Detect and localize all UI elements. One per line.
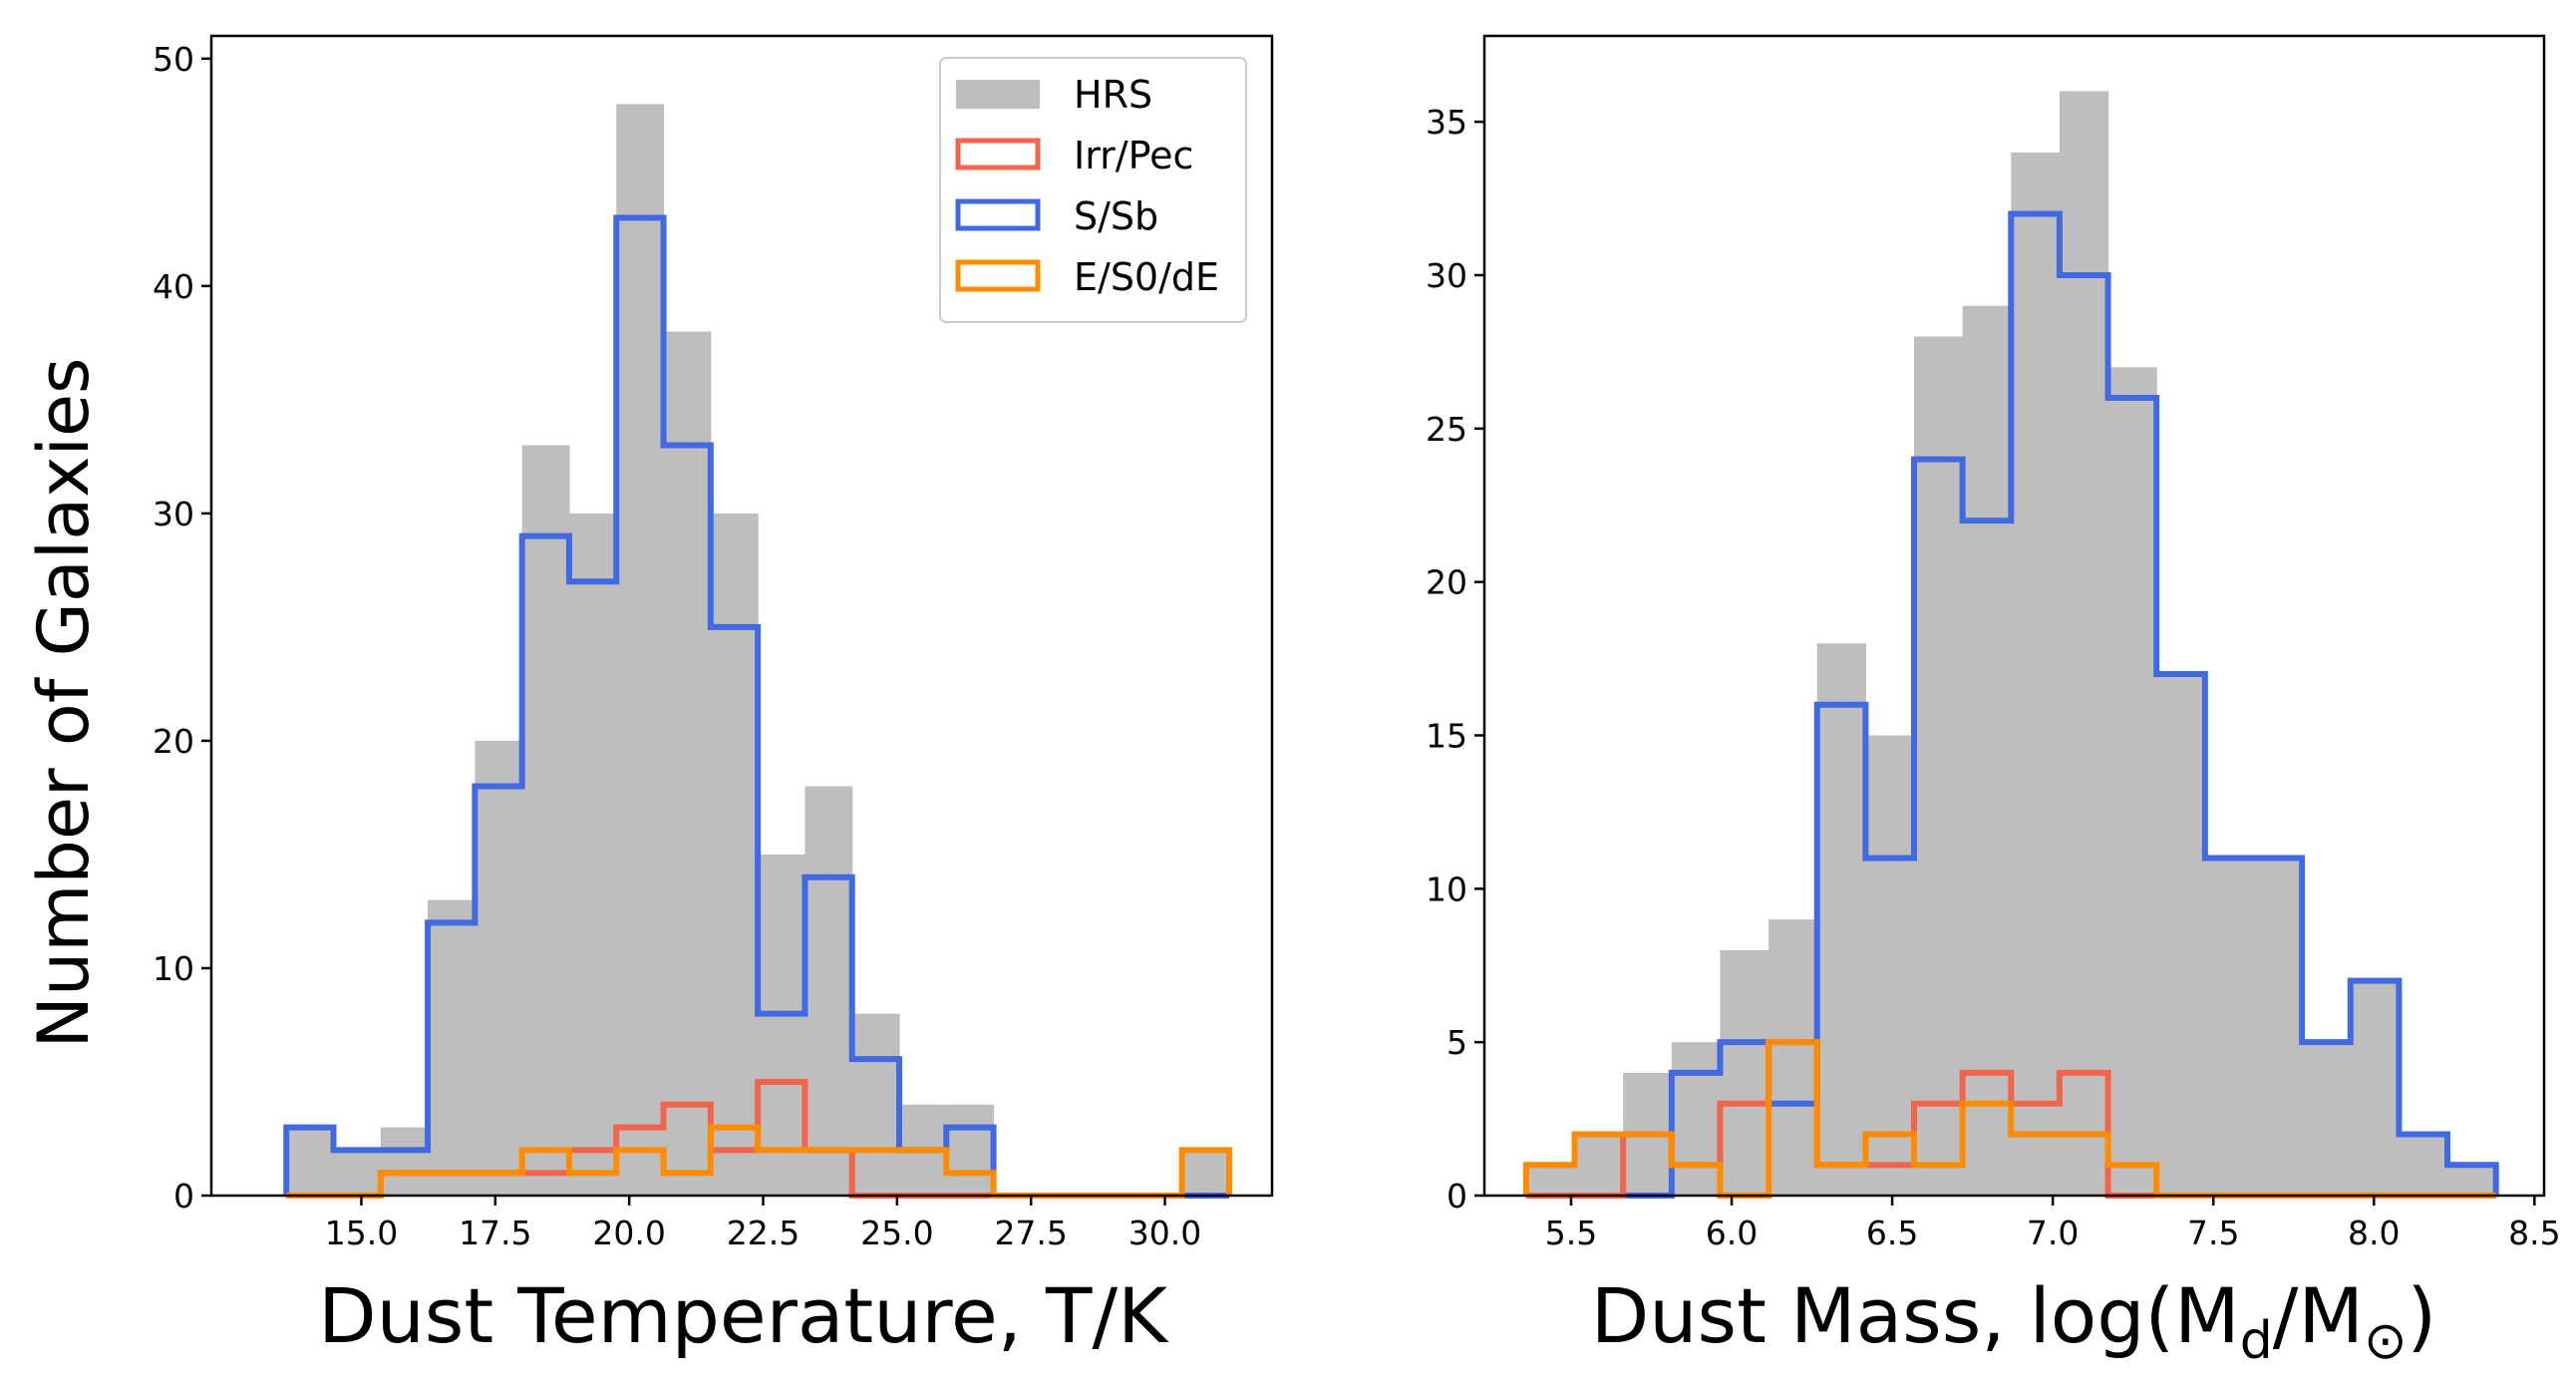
- hrs-bar: [1769, 919, 1818, 1196]
- right-hrs-bars: [1525, 91, 2497, 1197]
- left-y-axis-label: Number of Galaxies: [23, 357, 105, 1048]
- hrs-bar: [663, 331, 712, 1196]
- hrs-bar: [616, 104, 665, 1197]
- right-x-axis-label: Dust Mass, log(Md/M⊙): [1591, 1271, 2436, 1371]
- hrs-bar: [1525, 1165, 1576, 1196]
- x-tick-label: 20.0: [592, 1214, 665, 1252]
- left-hrs-bars: [286, 104, 1230, 1197]
- hrs-bar: [1816, 643, 1866, 1196]
- x-tick-label: 7.0: [2027, 1214, 2079, 1252]
- x-tick-label: 8.5: [2508, 1214, 2560, 1252]
- y-tick-label: 15: [1426, 716, 1467, 755]
- hrs-bar: [1181, 1150, 1230, 1196]
- hrs-bar: [2253, 858, 2303, 1196]
- legend-swatch-s-sb: [955, 198, 1041, 231]
- hrs-bar: [2011, 152, 2061, 1197]
- hrs-bar: [1574, 1134, 1624, 1196]
- legend: HRS Irr/Pec S/Sb E/S0/dE: [939, 57, 1247, 323]
- y-tick-label: 50: [153, 40, 194, 79]
- y-tick-label: 10: [153, 949, 194, 988]
- x-tick-label: 6.0: [1706, 1214, 1758, 1252]
- y-tick-label: 5: [1447, 1023, 1467, 1062]
- legend-label-hrs: HRS: [1074, 73, 1152, 117]
- hrs-bar: [380, 1127, 429, 1196]
- hrs-bar: [2204, 858, 2255, 1196]
- hrs-bar: [2302, 1042, 2352, 1196]
- hrs-bar: [1962, 305, 2012, 1196]
- hrs-bar: [1913, 336, 1964, 1196]
- hrs-bar: [333, 1150, 382, 1196]
- left-axes-frame: [209, 34, 1274, 1198]
- x-tick-label: 15.0: [325, 1214, 398, 1252]
- hrs-bar: [428, 899, 476, 1196]
- hrs-bar: [1671, 1042, 1722, 1196]
- x-tick-label: 8.0: [2348, 1214, 2400, 1252]
- left-x-ticks: 15.0 17.5 20.0 22.5 25.0 27.5 30.0: [325, 1196, 1201, 1252]
- step-outline-s-sb: [1525, 210, 2499, 1199]
- hrs-bar: [2156, 673, 2206, 1196]
- hrs-bar: [946, 1104, 995, 1196]
- legend-swatch-hrs: [956, 80, 1040, 109]
- legend-swatch-e-s0-de: [955, 259, 1041, 292]
- legend-label-e-s0-de: E/S0/dE: [1074, 255, 1219, 299]
- x-tick-label: 22.5: [727, 1214, 800, 1252]
- right-histogram-panel: 5.5 6.0 6.5 7.0 7.5 8.0 8.5 0 5 10 15 20 25 30 35 Dus…: [1426, 34, 2561, 1371]
- right-axes-frame: [1482, 34, 2546, 1198]
- x-tick-label: 5.5: [1545, 1214, 1597, 1252]
- legend-label-irr-pec: Irr/Pec: [1074, 134, 1193, 177]
- x-tick-label: 25.0: [860, 1214, 933, 1252]
- y-tick-label: 20: [153, 722, 194, 761]
- y-tick-label: 30: [153, 495, 194, 533]
- y-tick-label: 0: [1447, 1177, 1467, 1216]
- hrs-bar: [1865, 735, 1915, 1196]
- hrs-bar: [805, 786, 853, 1196]
- legend-label-s-sb: S/Sb: [1074, 194, 1158, 238]
- hrs-bar: [1720, 949, 1770, 1196]
- hrs-bar: [710, 513, 759, 1196]
- right-y-ticks: 0 5 10 15 20 25 30 35: [1426, 103, 1484, 1216]
- hrs-bar: [568, 513, 617, 1196]
- left-y-ticks: 0 10 20 30 40 50: [153, 40, 211, 1216]
- x-tick-label: 30.0: [1128, 1214, 1201, 1252]
- left-x-axis-label: Dust Temperature, T/K: [318, 1271, 1169, 1360]
- y-tick-label: 10: [1426, 869, 1467, 908]
- x-tick-label: 27.5: [994, 1214, 1067, 1252]
- x-tick-label: 17.5: [459, 1214, 531, 1252]
- hrs-bar: [2107, 367, 2157, 1196]
- step-outline-s-sb: [283, 214, 1230, 1199]
- y-tick-label: 40: [153, 267, 194, 306]
- x-tick-label: 6.5: [1866, 1214, 1918, 1252]
- y-tick-label: 20: [1426, 563, 1467, 602]
- hrs-bar: [2447, 1165, 2497, 1196]
- hrs-bar: [2399, 1134, 2448, 1196]
- hrs-bar: [2350, 980, 2401, 1196]
- y-tick-label: 35: [1426, 103, 1467, 142]
- hrs-bar: [758, 854, 806, 1196]
- hrs-bar: [851, 1013, 900, 1196]
- x-tick-label: 7.5: [2187, 1214, 2239, 1252]
- y-tick-label: 25: [1426, 410, 1467, 449]
- y-tick-label: 0: [173, 1177, 194, 1216]
- legend-swatch-irr-pec: [955, 138, 1041, 171]
- left-histogram-panel: 15.0 17.5 20.0 22.5 25.0 27.5 30.0 0 10 20 30 40 50…: [23, 34, 1274, 1360]
- hrs-bar: [2059, 91, 2109, 1196]
- legend-frame: [939, 57, 1247, 323]
- hrs-bar: [286, 1127, 335, 1196]
- y-tick-label: 30: [1426, 256, 1467, 295]
- right-x-ticks: 5.5 6.0 6.5 7.0 7.5 8.0 8.5: [1545, 1196, 2561, 1252]
- hrs-bar: [475, 740, 523, 1196]
- hrs-bar: [521, 445, 570, 1196]
